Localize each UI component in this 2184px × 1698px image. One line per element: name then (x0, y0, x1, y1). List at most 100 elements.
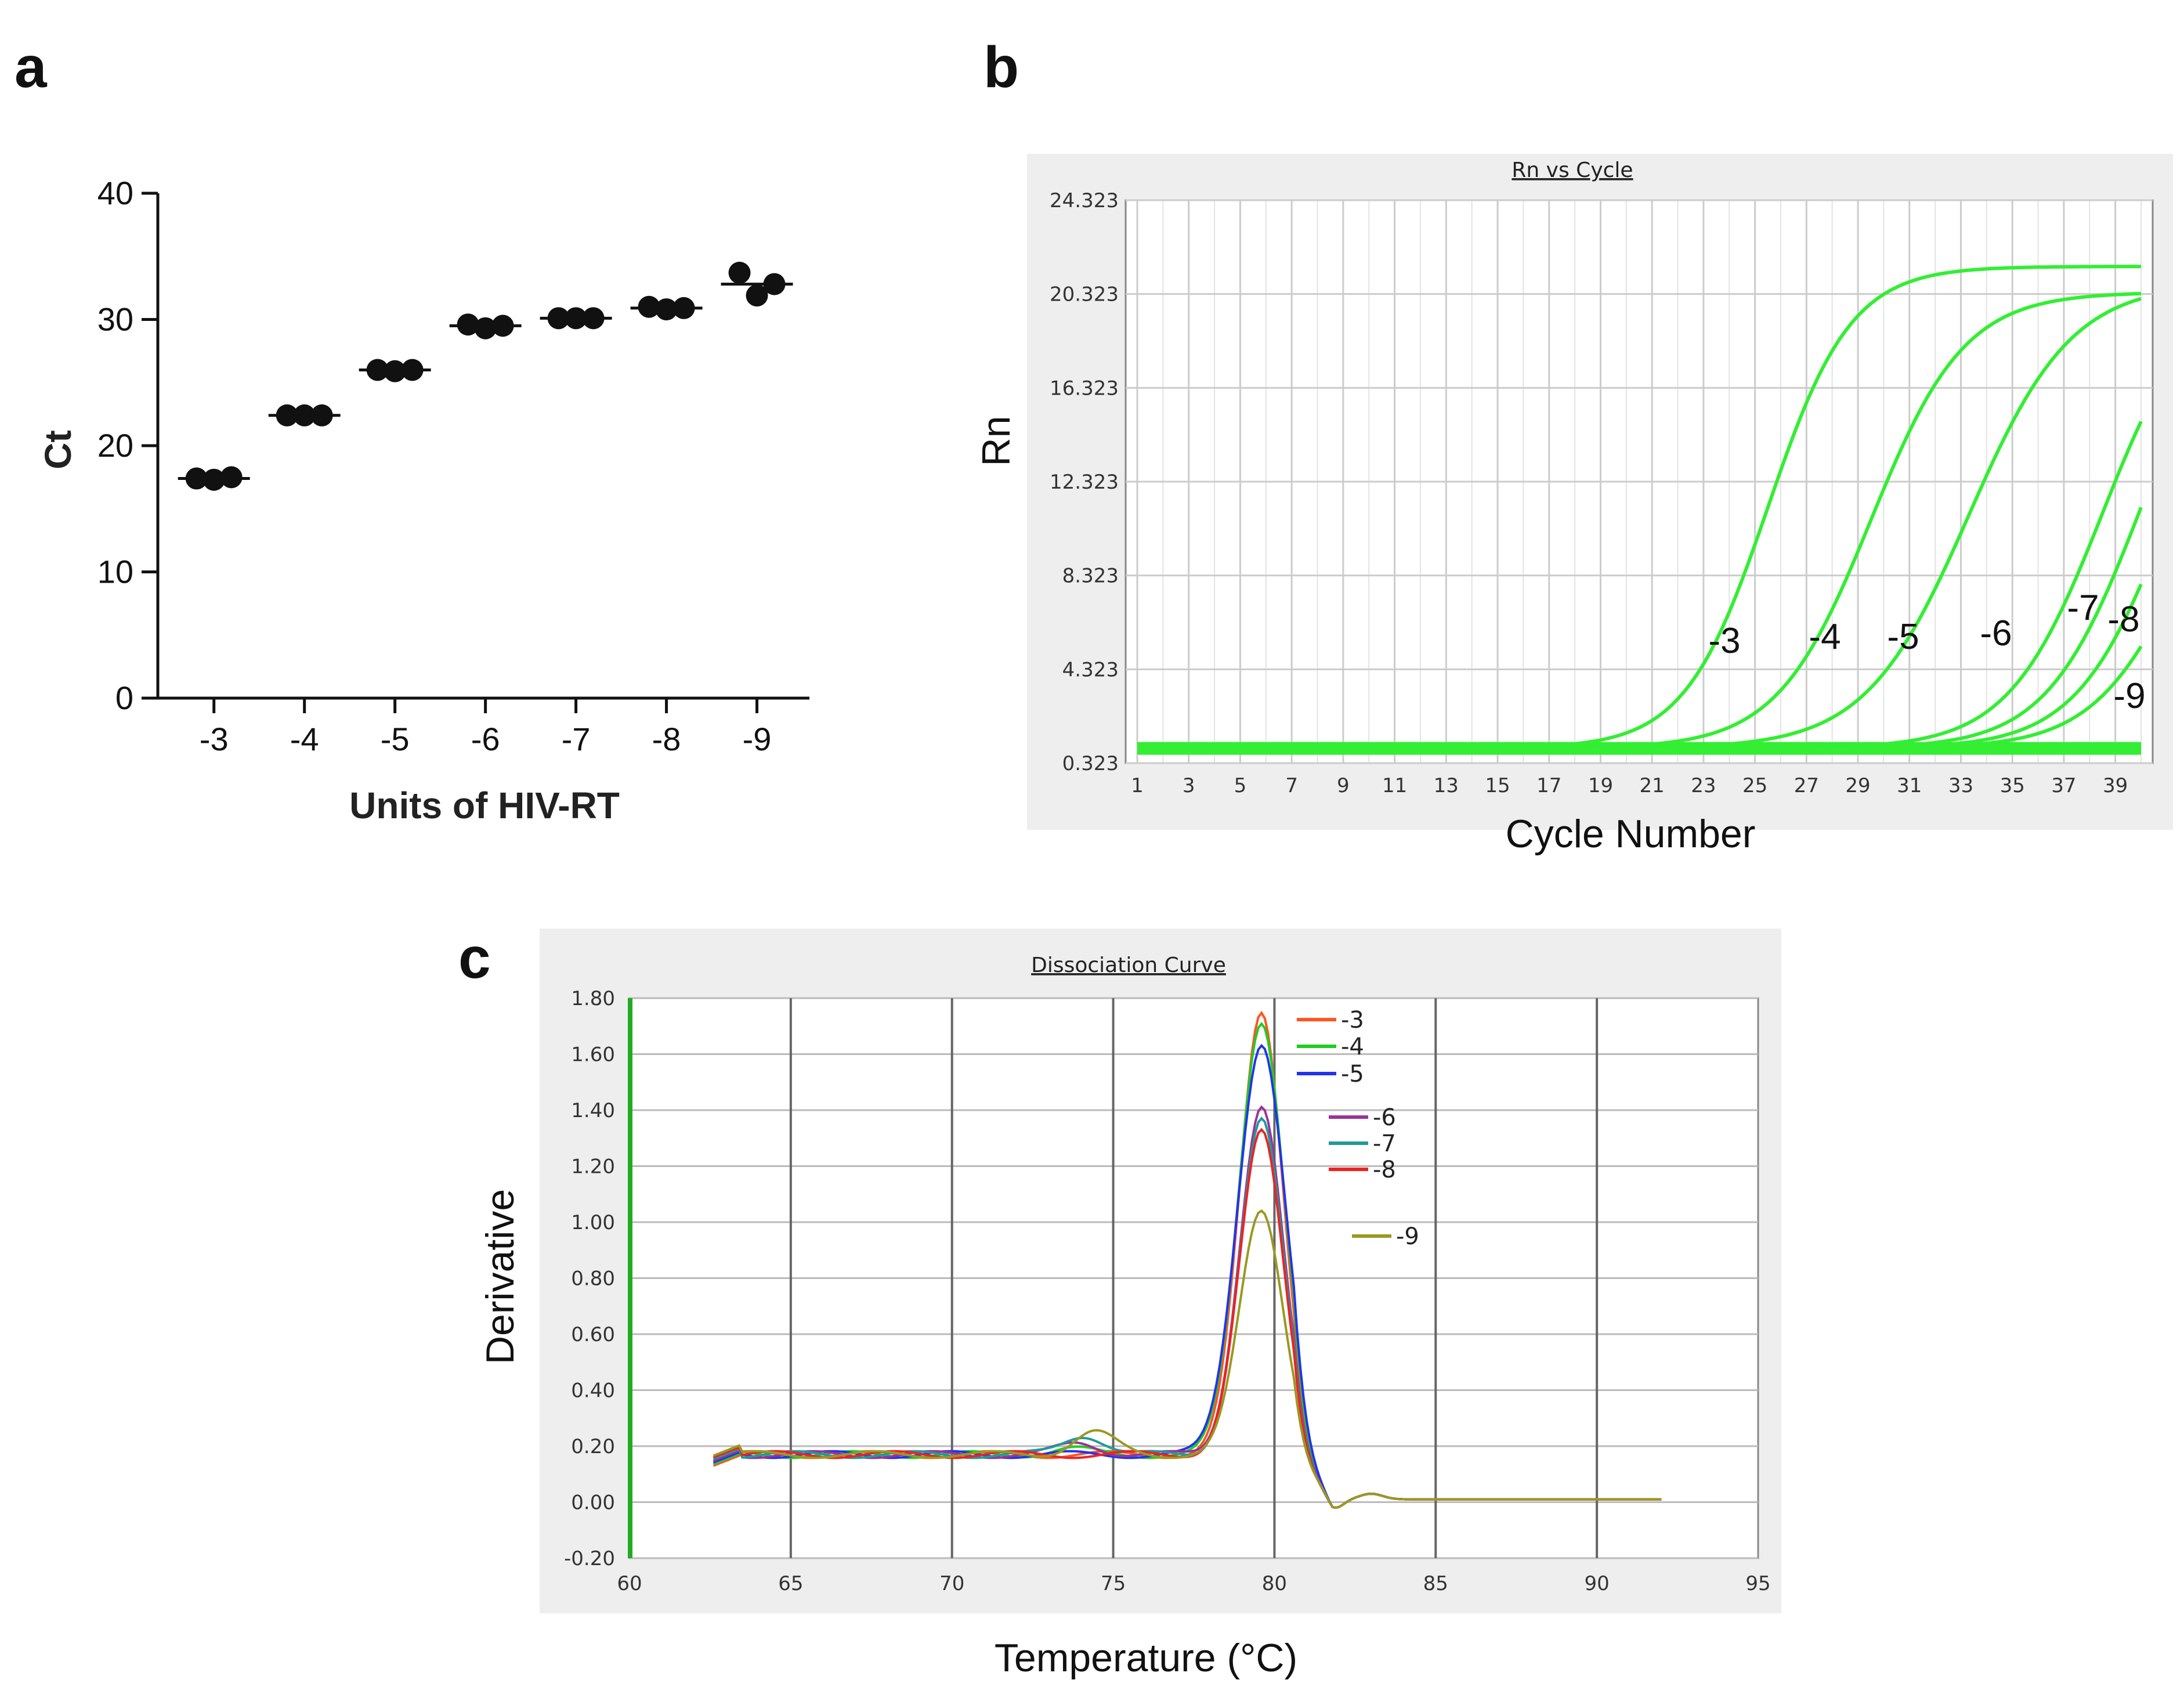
panel-b-xtick-label: 3 (1183, 774, 1195, 797)
panel-b-curve-minus9 (1137, 645, 2143, 750)
panel-b-xlabel: Cycle Number (1506, 812, 1756, 856)
panel-c-xtick-label: 60 (617, 1572, 642, 1595)
panel-b-xtick-label: 13 (1434, 774, 1459, 797)
panel-c-ytick-label: 0.00 (571, 1491, 615, 1515)
panel-a-data-point (366, 359, 389, 381)
panel-c-ytick-label: 0.60 (571, 1323, 615, 1346)
panel-b-xtick-label: 31 (1897, 774, 1922, 797)
panel-a-data-point (728, 262, 751, 284)
panel-b-ytick-label: 4.323 (1062, 658, 1119, 681)
panel-c-xtick-label: 65 (778, 1572, 803, 1595)
panel-b-xtick-label: 27 (1794, 774, 1819, 797)
panel-b-ytick-label: 24.323 (1050, 189, 1119, 212)
panel-c-legend-label: -5 (1341, 1061, 1364, 1088)
panel-c-ytick-label: 0.80 (571, 1267, 615, 1291)
panel-b-xtick-label: 33 (1948, 774, 1973, 797)
panel-b-xtick-label: 1 (1131, 774, 1144, 797)
panel-a-ytick-label: 40 (97, 175, 133, 211)
panel-a-ytick-label: 20 (97, 427, 133, 464)
panel-c-letter: c (458, 926, 491, 991)
panel-c-xtick-label: 70 (939, 1572, 964, 1595)
panel-a-xtick-label: -3 (200, 721, 229, 757)
panel-c-legend-label: -8 (1373, 1157, 1396, 1183)
panel-a-data-point (203, 468, 225, 491)
panel-c-grid: -0.20 0.00 0.20 0.40 0.60 0.80 1.00 1.20 1.40 1.6… (564, 987, 1771, 1595)
panel-c-ylabel: Derivative (478, 1189, 522, 1364)
panel-a-data-point (491, 315, 514, 337)
panel-a-data-point (185, 467, 208, 490)
panel-b-curve-label: -8 (2107, 599, 2139, 640)
panel-a-data-point (457, 313, 479, 336)
panel-c-xtick-label: 75 (1101, 1572, 1126, 1595)
panel-c-ytick-label: -0.20 (564, 1547, 615, 1570)
panel-c-xtick-label: 95 (1745, 1572, 1770, 1595)
panel-b-title: Rn vs Cycle (1512, 158, 1633, 182)
panel-b-xtick-label: 7 (1285, 774, 1298, 797)
panel-a-data-point (293, 404, 316, 427)
panel-c-ytick-label: 1.40 (571, 1099, 615, 1122)
panel-c-xtick-label: 80 (1262, 1572, 1287, 1595)
panel-b-xtick-label: 9 (1337, 774, 1350, 797)
panel-c-ytick-label: 0.40 (571, 1379, 615, 1403)
panel-c-ytick-label: 1.60 (571, 1043, 615, 1067)
panel-a-letter: a (15, 35, 48, 100)
panel-b-curve-label: -9 (2113, 676, 2145, 716)
panel-a-data-point (474, 317, 497, 339)
panel-b-xtick-label: 11 (1382, 774, 1407, 797)
panel-a-data-point (638, 295, 660, 318)
panel-b-xtick-label: 5 (1234, 774, 1247, 797)
panel-a-xtick-label: -6 (471, 721, 500, 757)
panel-a-xtick-label: -7 (562, 721, 591, 757)
panel-b-ytick-label: 16.323 (1050, 377, 1119, 400)
panel-c-xtick-label: 90 (1585, 1572, 1610, 1595)
panel-a-xtick-label: -4 (290, 721, 319, 757)
panel-b-xtick-label: 37 (2051, 774, 2076, 797)
panel-b-xtick-label: 29 (1845, 774, 1870, 797)
panel-c-legend-label: -3 (1341, 1007, 1364, 1034)
panel-a-axes: 0 10 20 30 40 -3 -4 -5 -6 -7 -8 -9 (97, 175, 809, 757)
panel-c-ytick-label: 0.20 (571, 1435, 615, 1458)
panel-a-xtick-label: -9 (743, 721, 772, 757)
panel-a-data-point (384, 360, 406, 382)
panel-a-ylabel: Ct (37, 430, 79, 469)
panel-b-xtick-label: 17 (1536, 774, 1561, 797)
panel-c-xlabel: Temperature (°C) (995, 1636, 1297, 1680)
panel-c-title: Dissociation Curve (1031, 953, 1226, 977)
panel-c-legend: -3-4-5 -6-7-8 -9 (1297, 1007, 1419, 1250)
panel-c-legend-label: -9 (1396, 1223, 1419, 1250)
panel-b-curve-label: -4 (1809, 617, 1841, 657)
panel-a-points (178, 262, 793, 491)
panel-a-xlabel: Units of HIV-RT (349, 785, 620, 826)
panel-a-data-point (763, 273, 786, 295)
panel-b-annotations: -3 -4 -5 -6 -7 -8 -9 (1708, 588, 2145, 716)
panel-a-data-point (276, 404, 298, 427)
panel-b-curve-label: -3 (1708, 621, 1740, 661)
panel-a-data-point (565, 307, 587, 330)
panel-c-legend-label: -4 (1341, 1034, 1364, 1060)
panel-b-ytick-label: 0.323 (1062, 752, 1119, 775)
panel-a-data-point (655, 298, 678, 321)
panel-c-ytick-label: 1.80 (571, 987, 615, 1010)
panel-a-xtick-label: -5 (381, 721, 410, 757)
panel-a-ytick-label: 0 (115, 680, 133, 716)
panel-b-xtick-label: 21 (1640, 774, 1665, 797)
panel-a-data-point (310, 404, 333, 427)
panel-c-ytick-label: 1.20 (571, 1155, 615, 1179)
panel-b-letter: b (983, 35, 1019, 100)
panel-b-xtick-label: 19 (1588, 774, 1613, 797)
panel-c-xtick-label: 85 (1423, 1572, 1448, 1595)
panel-a-xtick-label: -8 (652, 721, 681, 757)
panel-a-data-point (746, 284, 768, 307)
panel-b-ylabel: Rn (974, 416, 1018, 467)
panel-b-curve-label: -6 (1980, 613, 2012, 653)
panel-b-xtick-label: 39 (2103, 774, 2128, 797)
panel-a-data-point (582, 307, 605, 330)
panel-b-ytick-label: 12.323 (1050, 471, 1119, 494)
panel-c-curves (713, 1010, 1662, 1509)
panel-b-xtick-label: 25 (1742, 774, 1767, 797)
panel-b-xtick-label: 35 (2000, 774, 2025, 797)
panel-a-data-point (672, 297, 695, 319)
panel-c-legend-label: -6 (1373, 1104, 1396, 1131)
